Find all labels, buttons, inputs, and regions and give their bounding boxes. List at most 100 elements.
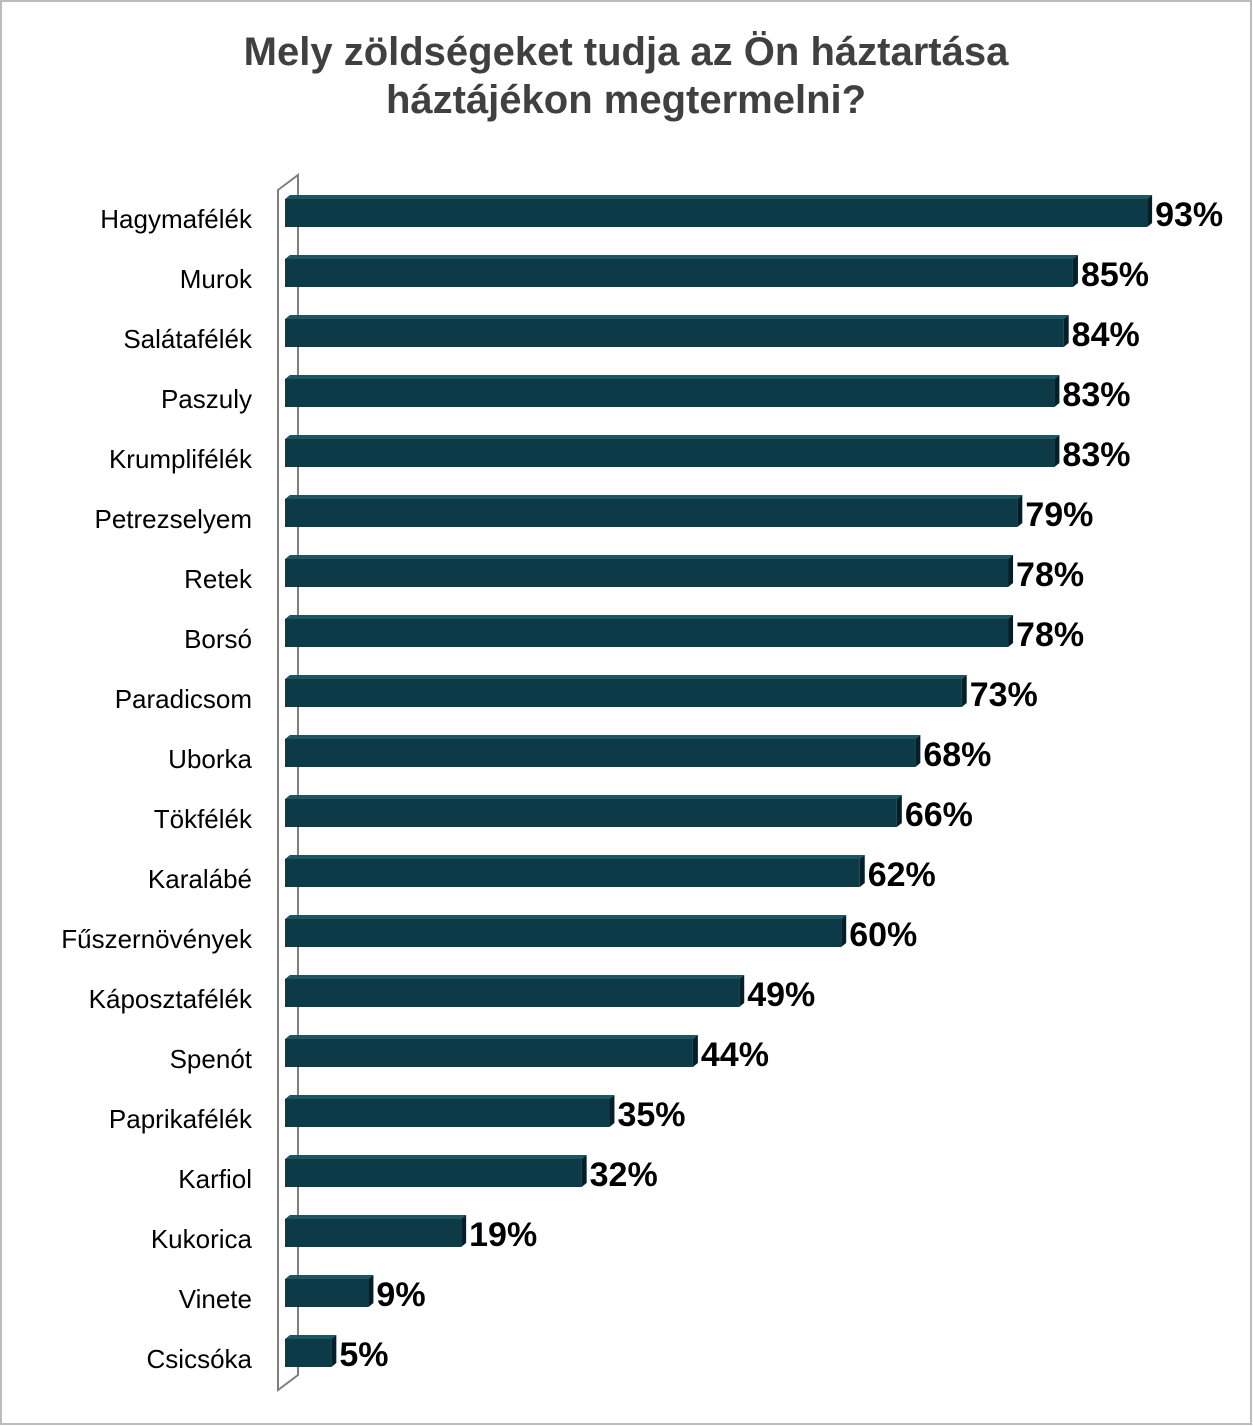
data-label: 85%	[1081, 256, 1149, 294]
bar-side	[1008, 615, 1014, 647]
data-label: 19%	[469, 1216, 537, 1254]
bar-top	[285, 1335, 337, 1339]
y-tick-label: Salátafélék	[123, 324, 253, 354]
bar-side	[896, 795, 902, 827]
data-label: 78%	[1016, 556, 1084, 594]
bar-side	[581, 1155, 587, 1187]
bar	[285, 439, 1055, 467]
bar	[285, 619, 1009, 647]
y-tick-label: Murok	[180, 264, 253, 294]
bar-side	[1017, 495, 1023, 527]
data-label: 32%	[590, 1156, 658, 1194]
bar-top	[285, 1155, 587, 1159]
bar	[285, 739, 916, 767]
bar-side	[1008, 555, 1014, 587]
chart-title: Mely zöldségeket tudja az Ön háztartása …	[243, 30, 1009, 122]
data-label: 66%	[905, 796, 973, 834]
bar-side	[1054, 435, 1060, 467]
data-label: 35%	[617, 1096, 685, 1134]
bar-top	[285, 1275, 374, 1279]
data-label: 49%	[747, 976, 815, 1014]
y-tick-label: Spenót	[170, 1044, 253, 1074]
data-label: 60%	[849, 916, 917, 954]
bar-side	[368, 1275, 374, 1307]
y-tick-label: Vinete	[179, 1284, 252, 1314]
bar-side	[739, 975, 745, 1007]
y-tick-label: Borsó	[184, 624, 252, 654]
bar	[285, 859, 860, 887]
bar-top	[285, 555, 1014, 559]
bar-top	[285, 195, 1153, 199]
y-tick-label: Tökfélék	[154, 804, 253, 834]
bar-side	[1063, 315, 1069, 347]
bar-top	[285, 255, 1078, 259]
bar	[285, 259, 1073, 287]
bar	[285, 199, 1148, 227]
bar-top	[285, 1095, 615, 1099]
bar	[285, 1159, 582, 1187]
bar-side	[1072, 255, 1078, 287]
bar	[285, 1039, 693, 1067]
bar-side	[692, 1035, 698, 1067]
y-tick-label: Uborka	[168, 744, 252, 774]
bar	[285, 559, 1009, 587]
bar-top	[285, 975, 745, 979]
bar	[285, 499, 1018, 527]
data-label: 44%	[701, 1036, 769, 1074]
bar-top	[285, 795, 902, 799]
y-tick-label: Fűszernövények	[61, 924, 253, 954]
data-label: 78%	[1016, 616, 1084, 654]
bar-side	[1147, 195, 1153, 227]
bar-side	[331, 1335, 337, 1367]
y-tick-label: Retek	[184, 564, 253, 594]
bar-side	[1054, 375, 1060, 407]
bar-side	[915, 735, 921, 767]
y-tick-label: Kukorica	[151, 1224, 253, 1254]
bar-top	[285, 615, 1014, 619]
bar	[285, 979, 740, 1007]
y-tick-label: Karalábé	[148, 864, 252, 894]
y-tick-label: Káposztafélék	[89, 984, 253, 1014]
bar	[285, 1099, 610, 1127]
bar	[285, 1279, 369, 1307]
bar-top	[285, 735, 921, 739]
data-label: 93%	[1155, 196, 1223, 234]
bar-top	[285, 675, 967, 679]
bar-top	[285, 435, 1060, 439]
bar-side	[841, 915, 847, 947]
data-label: 84%	[1072, 316, 1140, 354]
bar	[285, 1219, 462, 1247]
data-label: 73%	[970, 676, 1038, 714]
data-label: 83%	[1062, 376, 1130, 414]
data-label: 79%	[1025, 496, 1093, 534]
bar	[285, 919, 842, 947]
bar-top	[285, 1035, 698, 1039]
bar	[285, 679, 962, 707]
axis-wall	[277, 173, 299, 1392]
data-label: 83%	[1062, 436, 1130, 474]
bar-top	[285, 855, 865, 859]
bar	[285, 799, 897, 827]
bar	[285, 1339, 332, 1367]
data-label: 5%	[339, 1336, 388, 1374]
bar-side	[461, 1215, 467, 1247]
y-tick-label: Karfiol	[178, 1164, 252, 1194]
data-label: 68%	[923, 736, 991, 774]
y-tick-label: Csicsóka	[147, 1344, 253, 1374]
bar-top	[285, 495, 1023, 499]
y-tick-label: Paszuly	[161, 384, 252, 414]
bar-side	[609, 1095, 615, 1127]
bar-top	[285, 915, 847, 919]
bar	[285, 319, 1064, 347]
y-tick-label: Petrezselyem	[95, 504, 253, 534]
bar-side	[961, 675, 967, 707]
bar-side	[859, 855, 865, 887]
data-label: 62%	[868, 856, 936, 894]
bar-top	[285, 315, 1069, 319]
y-tick-label: Krumplifélék	[109, 444, 253, 474]
y-tick-label: Paprikafélék	[109, 1104, 253, 1134]
bar-top	[285, 375, 1060, 379]
